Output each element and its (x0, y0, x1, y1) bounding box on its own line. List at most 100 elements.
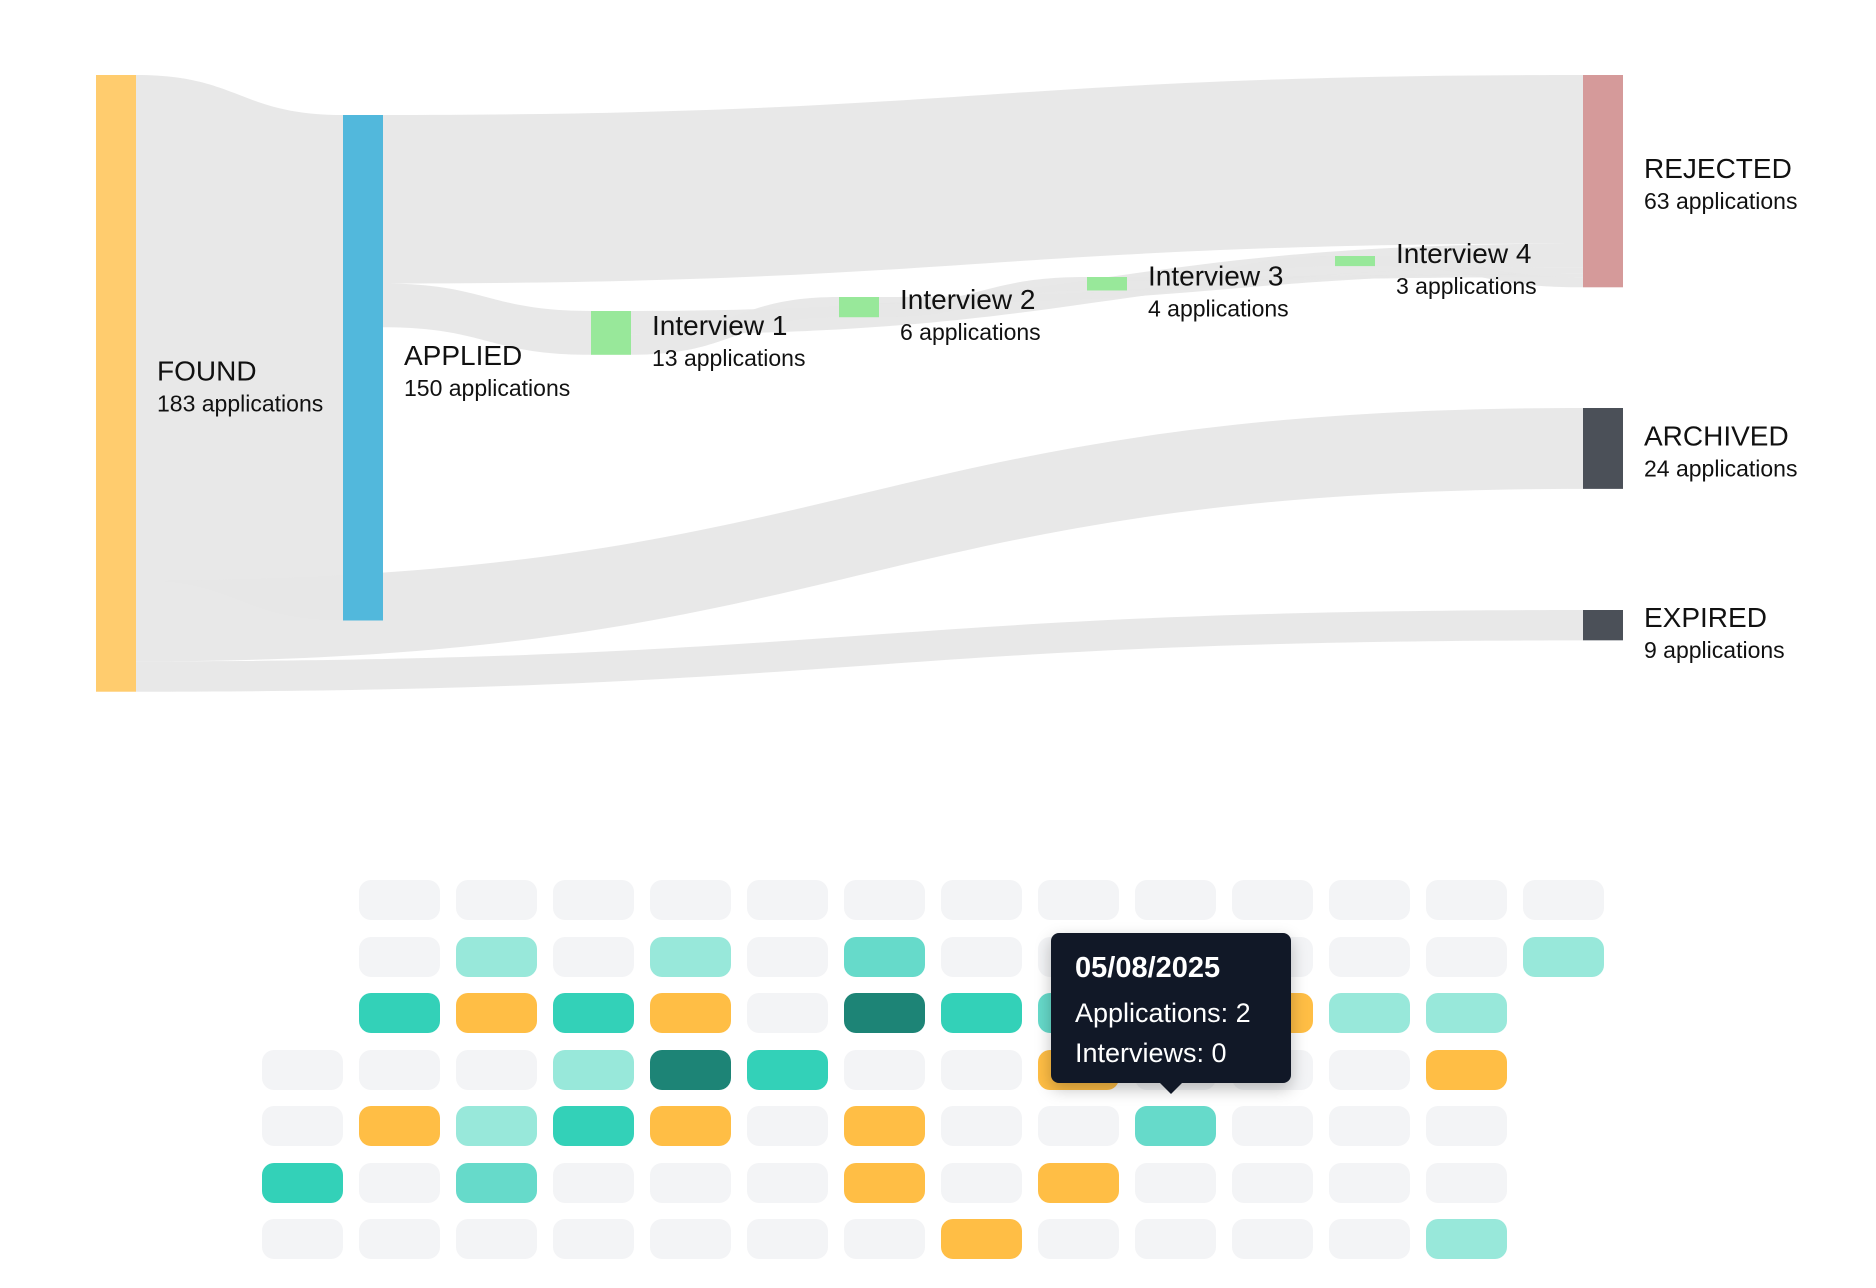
heatmap-cell[interactable] (650, 993, 731, 1033)
heatmap-cell[interactable] (359, 1049, 440, 1090)
heatmap-cell[interactable] (359, 880, 440, 920)
heatmap-cell[interactable] (1426, 880, 1507, 920)
heatmap-cell[interactable] (262, 1049, 343, 1090)
heatmap-cell[interactable] (941, 936, 1022, 977)
heatmap-cell[interactable] (359, 1162, 440, 1203)
link-found-expired[interactable] (136, 610, 1583, 692)
heatmap-cell[interactable] (844, 936, 925, 977)
heatmap-cell[interactable] (941, 1219, 1022, 1259)
heatmap-cell[interactable] (553, 1049, 634, 1090)
heatmap-cell[interactable] (747, 1162, 828, 1203)
heatmap-cell[interactable] (1426, 1106, 1507, 1146)
heatmap-cell[interactable] (844, 1219, 925, 1259)
node-i3[interactable] (1087, 277, 1127, 291)
heatmap-cell[interactable] (1426, 936, 1507, 977)
node-archived[interactable] (1583, 408, 1623, 489)
heatmap-cell[interactable] (747, 993, 828, 1033)
heatmap-cell[interactable] (456, 936, 537, 977)
heatmap-cell[interactable] (553, 1106, 634, 1146)
heatmap-cell[interactable] (553, 880, 634, 920)
heatmap-cell[interactable] (456, 1219, 537, 1259)
heatmap-cell[interactable] (1329, 936, 1410, 977)
node-i1[interactable] (591, 311, 631, 355)
heatmap-cell[interactable] (650, 1162, 731, 1203)
heatmap-cell[interactable] (1038, 880, 1119, 920)
heatmap-cell[interactable] (359, 936, 440, 977)
heatmap-cell[interactable] (650, 880, 731, 920)
node-applied[interactable] (343, 115, 383, 621)
heatmap-cell[interactable] (359, 1219, 440, 1259)
heatmap-cell[interactable] (844, 1162, 925, 1203)
heatmap-cell[interactable] (747, 936, 828, 977)
heatmap-cell[interactable] (1426, 1049, 1507, 1090)
heatmap-cell[interactable] (1232, 1162, 1313, 1203)
node-i4[interactable] (1335, 256, 1375, 267)
heatmap-cell[interactable] (359, 993, 440, 1033)
heatmap-cell[interactable] (1038, 1219, 1119, 1259)
heatmap-cell[interactable] (1426, 1162, 1507, 1203)
link-found-applied[interactable] (136, 75, 343, 621)
heatmap-cell[interactable] (1329, 1162, 1410, 1203)
heatmap-cell[interactable] (650, 1219, 731, 1259)
link-applied-i1[interactable] (383, 283, 591, 355)
heatmap-cell[interactable] (1232, 1106, 1313, 1146)
node-rejected[interactable] (1583, 75, 1623, 288)
heatmap-cell[interactable] (553, 936, 634, 977)
heatmap-cell[interactable] (456, 993, 537, 1033)
link-i2-i3[interactable] (879, 277, 1087, 318)
heatmap-cell[interactable] (1038, 1106, 1119, 1146)
node-found[interactable] (96, 75, 136, 692)
heatmap-cell[interactable] (844, 1049, 925, 1090)
node-expired[interactable] (1583, 610, 1623, 641)
heatmap-cell[interactable] (941, 1049, 1022, 1090)
heatmap-cell[interactable] (359, 1106, 440, 1146)
heatmap-cell[interactable] (1426, 1219, 1507, 1259)
heatmap-cell[interactable] (456, 1106, 537, 1146)
heatmap-cell[interactable] (456, 880, 537, 920)
heatmap-cell[interactable] (262, 1162, 343, 1203)
heatmap-cell[interactable] (1329, 1219, 1410, 1259)
heatmap-cell[interactable] (747, 1106, 828, 1146)
heatmap-cell[interactable] (747, 1219, 828, 1259)
heatmap-cell[interactable] (1329, 880, 1410, 920)
heatmap-cell[interactable] (844, 880, 925, 920)
heatmap-cell[interactable] (1329, 993, 1410, 1033)
heatmap-cell[interactable] (553, 993, 634, 1033)
heatmap-cell[interactable] (456, 1049, 537, 1090)
heatmap-cell[interactable] (941, 993, 1022, 1033)
heatmap-cell[interactable] (262, 1219, 343, 1259)
heatmap-cell[interactable] (1329, 1049, 1410, 1090)
heatmap-cell[interactable] (1523, 880, 1604, 920)
heatmap-cell[interactable] (1426, 993, 1507, 1033)
heatmap-cell[interactable] (941, 1162, 1022, 1203)
heatmap-cell[interactable] (650, 936, 731, 977)
heatmap-cell[interactable] (262, 1106, 343, 1146)
heatmap-cell[interactable] (941, 880, 1022, 920)
link-i3-i4[interactable] (1127, 256, 1335, 291)
heatmap-cell[interactable] (1135, 1106, 1216, 1146)
heatmap-cell[interactable] (1232, 1219, 1313, 1259)
heatmap-cell[interactable] (844, 993, 925, 1033)
heatmap-cell[interactable] (650, 1049, 731, 1090)
heatmap-cell[interactable] (1232, 880, 1313, 920)
heatmap-cell[interactable] (1038, 1162, 1119, 1203)
heatmap-cell[interactable] (844, 1106, 925, 1146)
heatmap-cell[interactable] (1523, 936, 1604, 977)
heatmap-cell[interactable] (941, 1106, 1022, 1146)
link-i1-i2[interactable] (631, 297, 839, 355)
heatmap-cell[interactable] (553, 1219, 634, 1259)
heatmap-cell[interactable] (1329, 1106, 1410, 1146)
heatmap-cell[interactable] (1135, 880, 1216, 920)
link-applied-rejected[interactable] (383, 75, 1583, 284)
link-i4-rejected[interactable] (1375, 256, 1583, 288)
link-found-archived[interactable] (136, 408, 1583, 662)
heatmap-cell[interactable] (1135, 1219, 1216, 1259)
node-i2[interactable] (839, 297, 879, 318)
link-i3-rejected[interactable] (1127, 273, 1583, 281)
heatmap-cell[interactable] (1135, 1162, 1216, 1203)
heatmap-cell[interactable] (747, 880, 828, 920)
heatmap-cell[interactable] (456, 1162, 537, 1203)
heatmap-cell[interactable] (747, 1049, 828, 1090)
heatmap-cell[interactable] (650, 1106, 731, 1146)
heatmap-cell[interactable] (553, 1162, 634, 1203)
